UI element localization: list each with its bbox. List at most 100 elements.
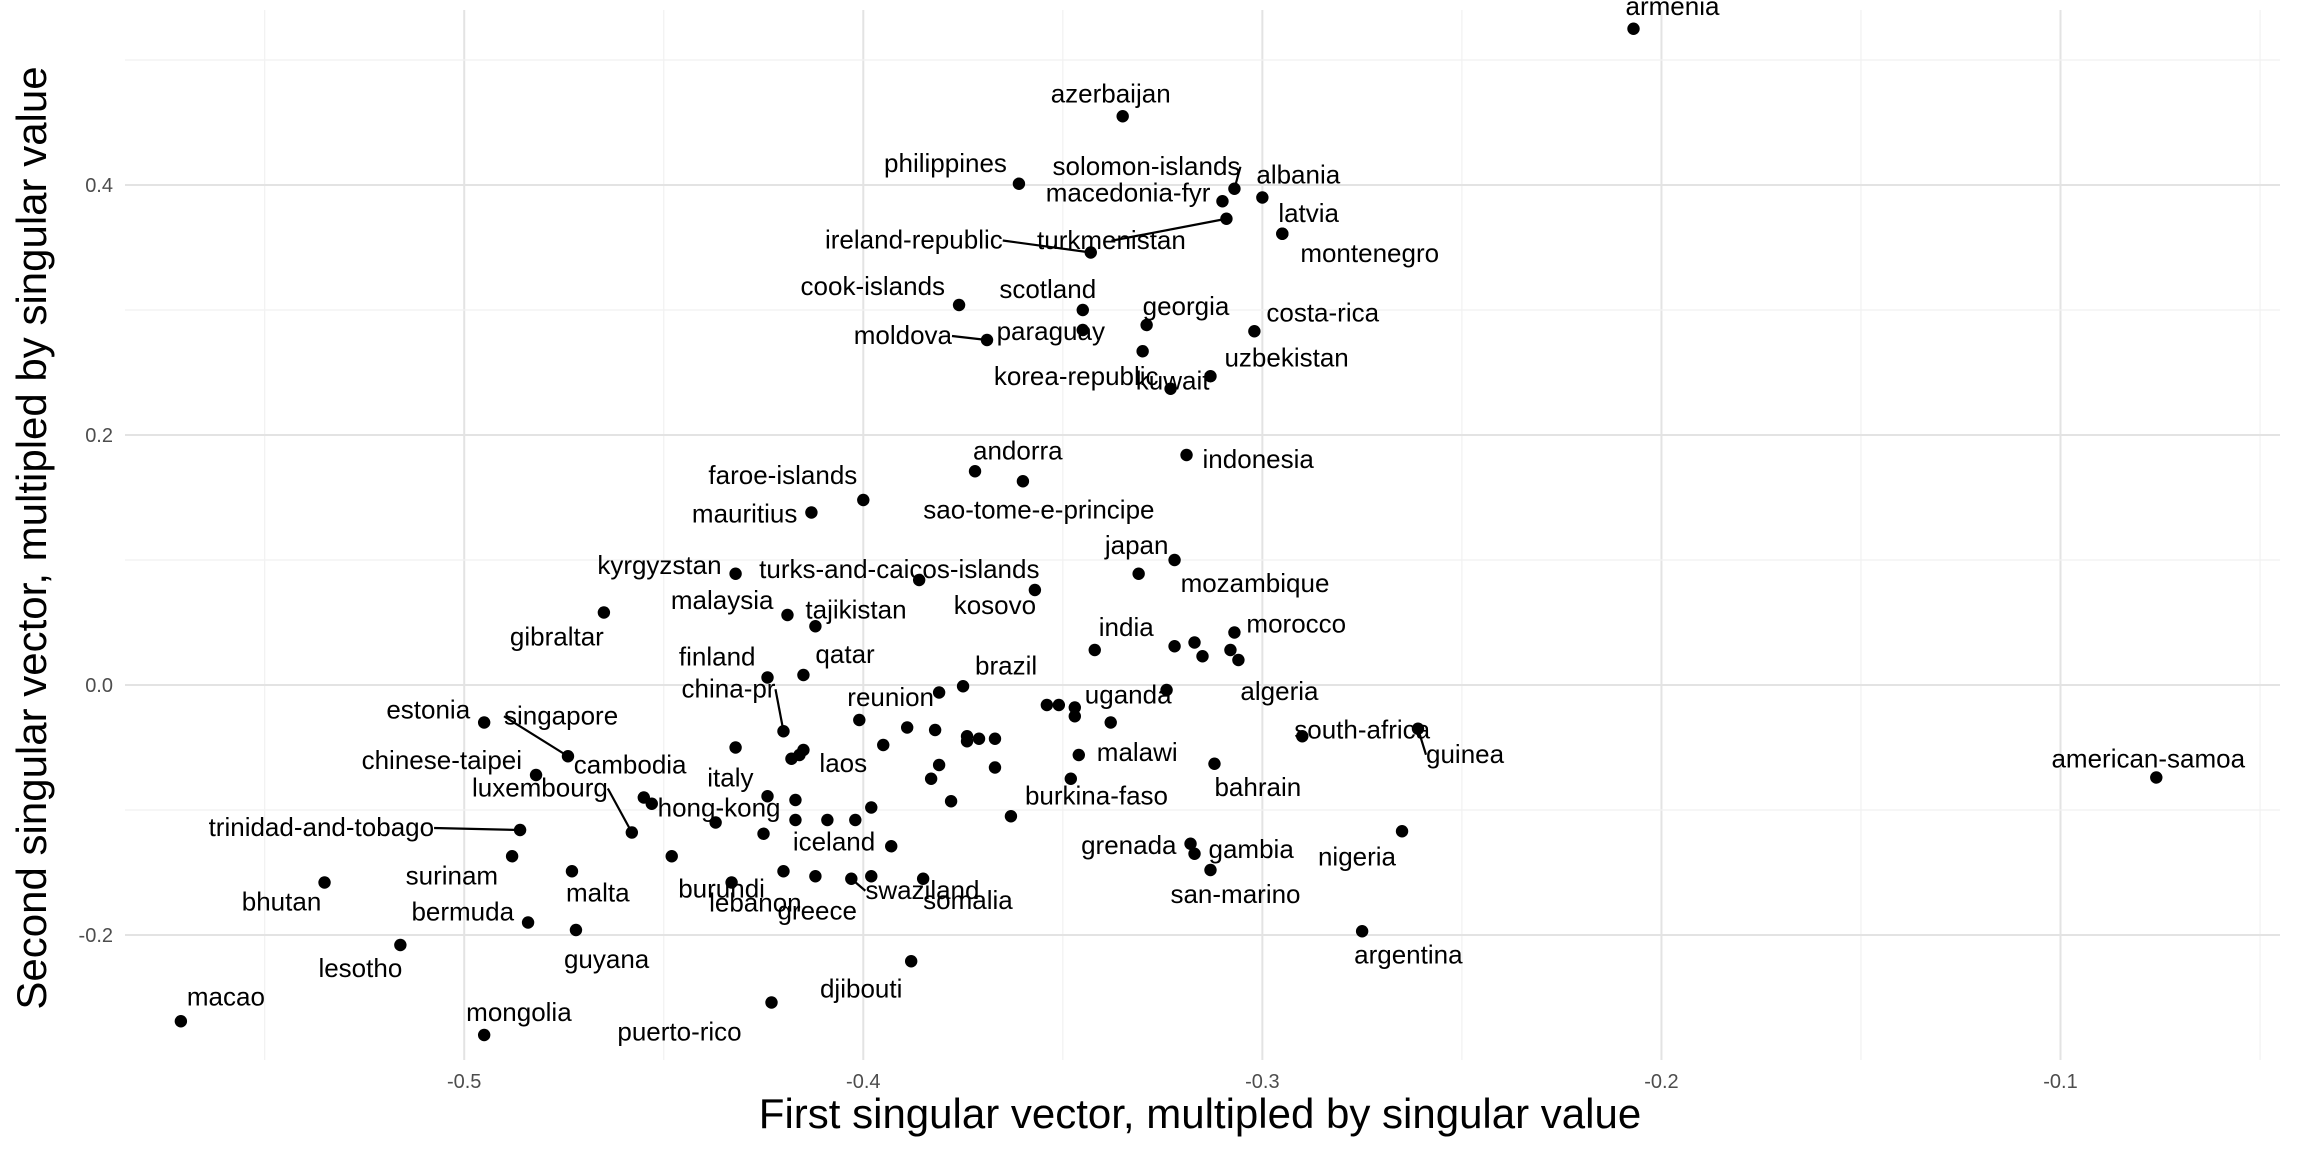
point-label: azerbaijan	[1051, 78, 1171, 108]
data-point	[865, 870, 878, 883]
data-point	[318, 876, 331, 889]
point-label: laos	[819, 748, 867, 778]
point-label: solomon-islands	[1053, 151, 1241, 181]
label-leader-line	[1111, 217, 1227, 242]
point-label: india	[1099, 612, 1154, 642]
data-point	[1411, 722, 1425, 735]
data-point	[1296, 730, 1309, 743]
data-point	[968, 465, 982, 478]
data-point	[972, 732, 986, 745]
data-point	[1228, 626, 1241, 639]
point-label: puerto-rico	[617, 1017, 741, 1047]
data-point	[956, 680, 970, 693]
x-tick-label: -0.5	[447, 1071, 481, 1093]
point-label: scotland	[999, 274, 1096, 304]
data-point	[729, 567, 742, 580]
y-tick-label: 0.2	[85, 425, 113, 447]
point-label: trinidad-and-tobago	[209, 812, 435, 842]
data-point	[1256, 191, 1269, 204]
point-label: turks-and-caicos-islands	[759, 554, 1039, 584]
data-point	[1140, 318, 1153, 332]
data-point	[1276, 227, 1289, 240]
label-leader-line	[434, 826, 521, 832]
point-label: burundi	[678, 874, 765, 904]
point-label: american-samoa	[2051, 744, 2245, 774]
point-label: indonesia	[1203, 444, 1315, 474]
point-label: montenegro	[1300, 238, 1439, 268]
data-point	[477, 1028, 491, 1042]
data-point	[849, 813, 862, 827]
data-points	[174, 22, 2163, 1042]
data-point	[1068, 710, 1081, 723]
data-point	[625, 826, 639, 839]
point-label: gambia	[1209, 834, 1295, 864]
data-point	[1040, 698, 1054, 712]
data-point	[904, 955, 918, 968]
y-tick-label: 0.4	[85, 175, 113, 197]
point-label: uganda	[1085, 680, 1172, 710]
point-label: turkmenistan	[1037, 225, 1186, 255]
data-point	[988, 732, 1002, 745]
data-point	[777, 725, 790, 738]
data-point	[928, 723, 942, 737]
data-point	[1395, 825, 1409, 838]
data-point	[789, 793, 802, 807]
point-label: estonia	[386, 695, 470, 725]
point-label: ireland-republic	[825, 225, 1003, 255]
data-point	[761, 790, 774, 803]
point-label: cook-islands	[801, 271, 946, 301]
point-label: guyana	[564, 944, 650, 974]
data-point	[709, 816, 722, 829]
data-point	[960, 735, 974, 748]
point-label: algeria	[1240, 676, 1319, 706]
point-label: sao-tome-e-principe	[923, 494, 1154, 524]
data-point	[821, 813, 834, 827]
data-point	[2150, 771, 2163, 784]
point-label: kyrgyzstan	[597, 550, 721, 580]
data-point	[865, 801, 878, 814]
point-label: cambodia	[574, 750, 687, 780]
point-label: paraguay	[997, 316, 1105, 346]
data-point	[1228, 182, 1241, 195]
point-label: lebanon	[709, 887, 802, 917]
data-point	[1164, 382, 1177, 395]
data-point	[569, 923, 583, 937]
data-point	[561, 750, 575, 763]
point-label: china-pr	[682, 673, 776, 703]
point-label: guinea	[1426, 739, 1505, 769]
data-point	[980, 333, 994, 347]
data-point	[1068, 701, 1081, 714]
data-point	[765, 996, 778, 1009]
data-point	[1196, 650, 1209, 663]
point-label: brazil	[975, 650, 1037, 680]
point-label: mauritius	[692, 499, 797, 529]
point-label: malawi	[1097, 737, 1178, 767]
point-label: south-africa	[1294, 714, 1430, 744]
data-point	[1208, 757, 1221, 770]
point-label: morocco	[1246, 609, 1346, 639]
point-label: tajikistan	[805, 594, 906, 624]
leader-lines	[434, 166, 1428, 892]
point-label: georgia	[1143, 291, 1230, 321]
data-point	[777, 865, 790, 878]
data-point	[761, 671, 774, 684]
data-point	[1204, 370, 1217, 383]
data-point	[725, 876, 738, 889]
data-point	[805, 506, 818, 519]
data-point	[394, 938, 407, 952]
tick-labels: -0.5 -0.4 -0.3 -0.2 -0.1 -0.2 0.0 0.2 0.4	[79, 175, 2078, 1093]
point-label: malta	[566, 877, 630, 907]
label-leader-line	[503, 715, 569, 758]
point-label: malaysia	[671, 585, 774, 615]
point-label: san-marino	[1170, 879, 1300, 909]
point-label: lesotho	[318, 953, 402, 983]
point-label: reunion	[847, 682, 934, 712]
label-leader-line	[1002, 239, 1091, 254]
point-label: kosovo	[954, 590, 1036, 620]
x-tick-label: -0.2	[1644, 1071, 1678, 1093]
point-label: macedonia-fyr	[1046, 177, 1211, 207]
point-label: singapore	[504, 700, 618, 730]
data-point	[1168, 553, 1181, 567]
data-point	[781, 608, 794, 622]
data-point	[1248, 325, 1261, 338]
